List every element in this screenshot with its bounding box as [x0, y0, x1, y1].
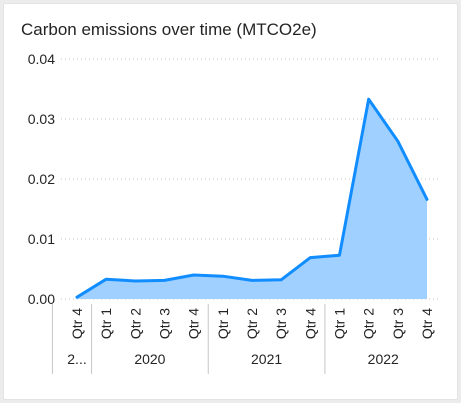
- x-tick-label: Qtr 4: [186, 308, 202, 339]
- x-tick-label: Qtr 2: [127, 308, 143, 339]
- year-axis: 2... 2020 2021 2022: [51, 304, 399, 374]
- y-tick-label: 0.02: [28, 171, 55, 187]
- y-tick-label: 0.00: [28, 291, 55, 307]
- y-axis: 0.00 0.01 0.02 0.03 0.04: [28, 51, 55, 307]
- x-tick-label: Qtr 3: [390, 308, 406, 339]
- x-tick-label: Qtr 2: [244, 308, 260, 339]
- year-label: 2...: [67, 351, 86, 367]
- year-label: 2021: [251, 351, 282, 367]
- y-tick-label: 0.04: [28, 51, 55, 67]
- series-line[interactable]: [75, 97, 429, 299]
- x-axis: Qtr 4 Qtr 1 Qtr 2 Qtr 3 Qtr 4 Qtr 1 Qtr 2 Qtr 3…: [69, 308, 435, 339]
- x-tick-label: Qtr 4: [419, 308, 435, 339]
- x-tick-label: Qtr 1: [215, 308, 231, 339]
- area-series: [75, 97, 429, 299]
- x-tick-label: Qtr 2: [361, 308, 377, 339]
- x-tick-label: Qtr 1: [332, 308, 348, 339]
- x-tick-label: Qtr 1: [98, 308, 114, 339]
- x-tick-label: Qtr 4: [69, 308, 85, 339]
- x-tick-label: Qtr 3: [157, 308, 173, 339]
- y-tick-label: 0.03: [28, 111, 55, 127]
- x-tick-label: Qtr 4: [302, 308, 318, 339]
- area-fill: [77, 99, 427, 299]
- y-tick-label: 0.01: [28, 231, 55, 247]
- chart-title: Carbon emissions over time (MTCO2e): [21, 20, 317, 39]
- year-label: 2020: [134, 351, 165, 367]
- x-tick-label: Qtr 3: [273, 308, 289, 339]
- year-label: 2022: [368, 351, 399, 367]
